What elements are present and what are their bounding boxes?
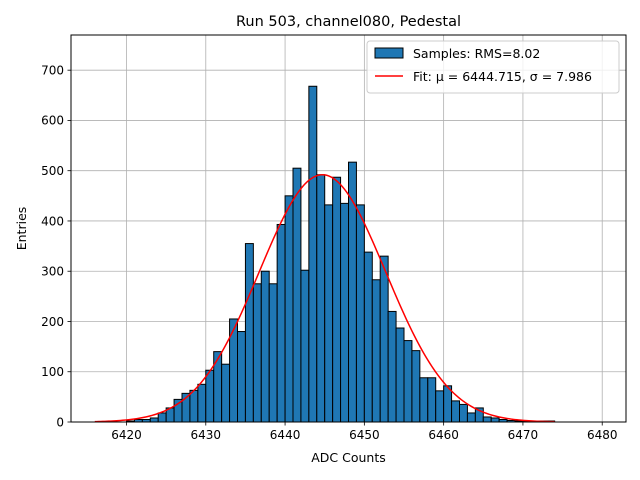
y-tick-label: 700: [41, 63, 64, 77]
x-axis-label: ADC Counts: [311, 450, 386, 465]
histogram-bar: [292, 167, 302, 423]
histogram-bar: [149, 417, 159, 423]
x-tick-label: 6450: [349, 428, 380, 442]
x-tick-label: 6470: [508, 428, 539, 442]
histogram-bar: [443, 385, 453, 423]
x-tick-label: 6430: [191, 428, 222, 442]
fit-curve-group: [94, 173, 555, 423]
histogram-bar: [189, 389, 199, 423]
plot-frame: [70, 34, 627, 423]
y-tick-label: 300: [41, 265, 64, 279]
y-tick-label: 600: [41, 114, 64, 128]
histogram-bar: [371, 279, 381, 423]
histogram-bar: [340, 202, 350, 423]
histogram-bar: [427, 377, 437, 423]
histogram-bar: [419, 377, 429, 423]
x-tick-label: 6460: [428, 428, 459, 442]
histogram-bar: [466, 412, 476, 423]
x-tick-label: 6480: [587, 428, 618, 442]
histogram-bar: [244, 243, 254, 423]
histogram-bar: [221, 363, 231, 423]
x-tick-label: 6440: [270, 428, 301, 442]
fit-curve: [94, 173, 555, 423]
histogram-bar: [284, 195, 294, 423]
histogram-bar: [411, 350, 421, 423]
histogram-bar: [459, 403, 468, 423]
histogram-bar: [300, 269, 310, 423]
histogram-bar: [276, 223, 286, 423]
histogram-bar: [435, 390, 445, 423]
histogram-bar: [332, 176, 342, 423]
histogram-bar: [197, 383, 207, 423]
legend-box: [366, 40, 620, 94]
histogram-bar: [395, 327, 405, 423]
legend-label-samples: Samples: RMS=8.02: [413, 46, 540, 61]
histogram-bar: [482, 416, 492, 423]
histogram-bar: [403, 340, 413, 423]
legend-label-fit: Fit: μ = 6444.715, σ = 7.986: [413, 69, 592, 84]
axis-ticks: 6420 6430 6440 6450 6460 6470 6480 0 100 200 300 40…: [41, 63, 617, 442]
histogram-bar: [379, 255, 389, 423]
histogram-bar: [355, 204, 365, 423]
histogram-bar: [205, 369, 215, 423]
histogram-bar: [237, 331, 246, 423]
y-tick-label: 400: [41, 214, 64, 228]
legend: Samples: RMS=8.02 Fit: μ = 6444.715, σ =…: [366, 40, 620, 94]
histogram-bars: [126, 85, 556, 423]
y-tick-label: 200: [41, 315, 64, 329]
chart-title: Run 503, channel080, Pedestal: [236, 14, 461, 30]
histogram-bar: [490, 417, 500, 423]
y-tick-label: 500: [41, 164, 64, 178]
legend-swatch-samples: [374, 47, 404, 59]
histogram-bar: [308, 85, 318, 423]
histogram-bar: [157, 412, 167, 423]
histogram-bar: [451, 400, 461, 423]
y-axis-label: Entries: [14, 207, 29, 251]
histogram-bar: [316, 174, 326, 423]
histogram-bar: [387, 310, 397, 423]
y-tick-label: 100: [41, 365, 64, 379]
histogram-bar: [260, 270, 270, 423]
histogram-bar: [363, 251, 373, 423]
x-tick-label: 6420: [111, 428, 142, 442]
histogram-bar: [324, 204, 334, 423]
y-tick-label: 0: [56, 415, 64, 429]
histogram-bar: [252, 283, 262, 423]
histogram-bar: [268, 283, 278, 423]
